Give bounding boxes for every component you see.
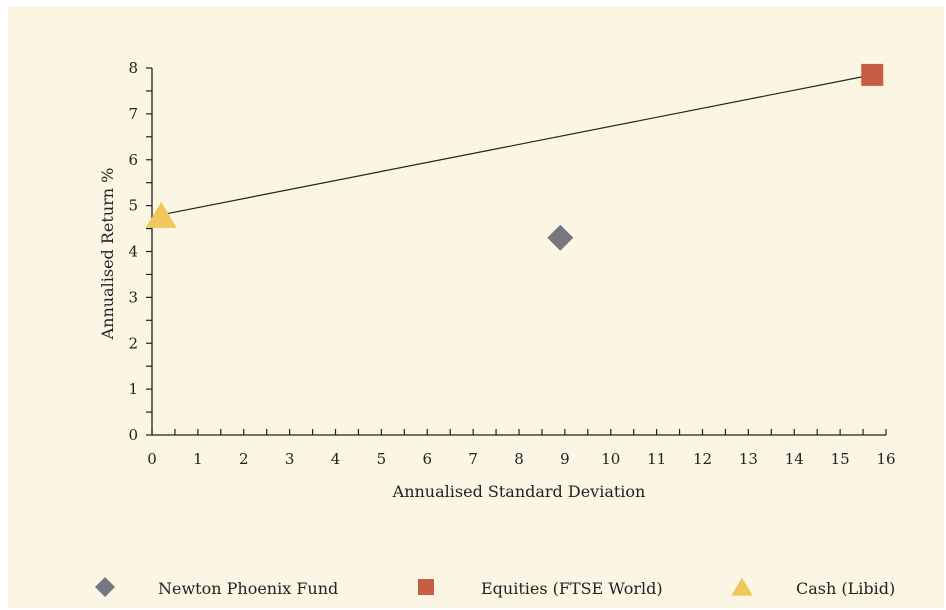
x-tick-label: 8 — [514, 450, 524, 468]
y-tick-label: 4 — [128, 243, 138, 261]
y-tick-label: 1 — [128, 380, 138, 398]
legend-square-icon — [418, 579, 434, 595]
y-ticks: 0 1 2 3 4 5 6 7 8 — [128, 59, 152, 444]
x-tick-label: 10 — [601, 450, 620, 468]
capital-market-line — [161, 74, 873, 216]
y-tick-label: 5 — [128, 197, 138, 215]
triangle-point — [145, 201, 177, 228]
x-tick-label: 6 — [422, 450, 432, 468]
y-tick-label: 6 — [128, 151, 138, 169]
square-point — [861, 63, 884, 86]
x-tick-label: 0 — [147, 450, 157, 468]
y-tick-label: 3 — [128, 288, 138, 306]
x-tick-label: 2 — [239, 450, 249, 468]
x-tick-label: 15 — [831, 450, 850, 468]
y-tick-label: 2 — [128, 334, 138, 352]
x-tick-label: 3 — [285, 450, 295, 468]
x-tick-label: 1 — [193, 450, 203, 468]
x-ticks: 0 1 2 3 4 5 6 7 8 9 10 11 12 13 14 15 16 — [147, 429, 896, 468]
x-tick-label: 16 — [876, 450, 895, 468]
plot-area — [145, 63, 884, 251]
legend-diamond-icon — [95, 577, 115, 597]
y-tick-label: 8 — [128, 59, 138, 77]
x-tick-label: 7 — [468, 450, 478, 468]
legend-label: Equities (FTSE World) — [481, 579, 663, 598]
x-tick-label: 9 — [560, 450, 570, 468]
x-tick-label: 11 — [647, 450, 666, 468]
y-axis-title: Annualised Return % — [98, 168, 117, 341]
y-tick-label: 7 — [128, 105, 138, 123]
legend-label: Newton Phoenix Fund — [158, 579, 338, 598]
x-tick-label: 4 — [331, 450, 341, 468]
x-tick-label: 14 — [785, 450, 804, 468]
chart-panel — [8, 6, 944, 608]
y-tick-label: 0 — [128, 426, 138, 444]
x-tick-label: 12 — [693, 450, 712, 468]
x-tick-label: 13 — [739, 450, 758, 468]
legend-label: Cash (Libid) — [796, 579, 895, 598]
diamond-point — [547, 224, 574, 251]
x-tick-label: 5 — [377, 450, 387, 468]
legend-triangle-icon — [731, 577, 753, 596]
legend: Newton Phoenix Fund Equities (FTSE World)… — [95, 577, 895, 598]
x-axis-title: Annualised Standard Deviation — [392, 482, 646, 501]
